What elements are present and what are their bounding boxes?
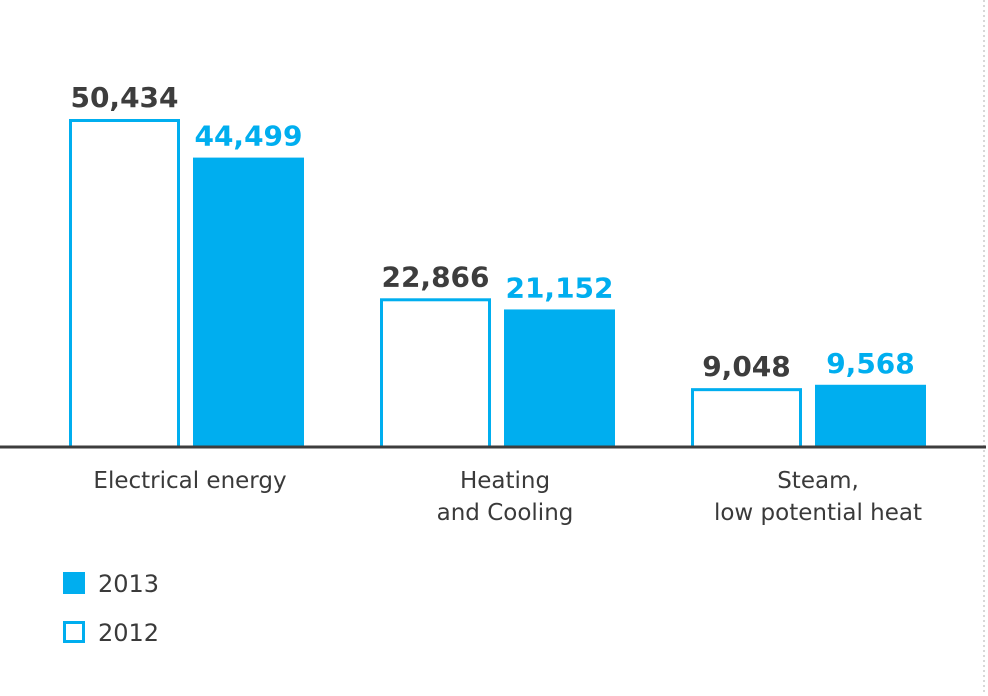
legend-swatch-2012 — [63, 621, 85, 643]
category-label-steam-low-potential-heat-line-2: low potential heat — [714, 500, 922, 526]
bar-2013-electrical-energy — [193, 157, 304, 447]
value-label-2013-heating-and-cooling: 21,152 — [505, 271, 613, 304]
labels-layer: 50,434 44,499 Electrical energy 22,866 21,15… — [70, 81, 922, 526]
category-label-heating-and-cooling-line-1: Heating — [460, 468, 550, 494]
value-label-2012-steam-low-potential-heat: 9,048 — [702, 350, 791, 383]
category-label-heating-and-cooling-line-2: and Cooling — [437, 500, 574, 526]
legend-label-2012: 2012 — [98, 619, 159, 647]
bar-2013-heating-and-cooling — [504, 309, 615, 447]
value-label-2013-steam-low-potential-heat: 9,568 — [826, 347, 915, 380]
bar-2012-heating-and-cooling — [380, 298, 491, 449]
legend: 2013 2012 — [63, 570, 159, 647]
bar-2013-steam-low-potential-heat — [815, 384, 926, 447]
bar-2012-steam-low-potential-heat — [691, 388, 802, 449]
category-label-electrical-energy-line-1: Electrical energy — [93, 468, 286, 494]
legend-label-2013: 2013 — [98, 570, 159, 598]
legend-swatch-2013 — [63, 572, 85, 594]
bars-layer — [69, 119, 926, 449]
bar-2012-electrical-energy — [69, 119, 180, 449]
value-label-2012-electrical-energy: 50,434 — [70, 81, 178, 114]
value-label-2012-heating-and-cooling: 22,866 — [381, 260, 489, 293]
value-label-2013-electrical-energy: 44,499 — [194, 120, 302, 153]
category-label-steam-low-potential-heat-line-1: Steam, — [777, 468, 859, 494]
